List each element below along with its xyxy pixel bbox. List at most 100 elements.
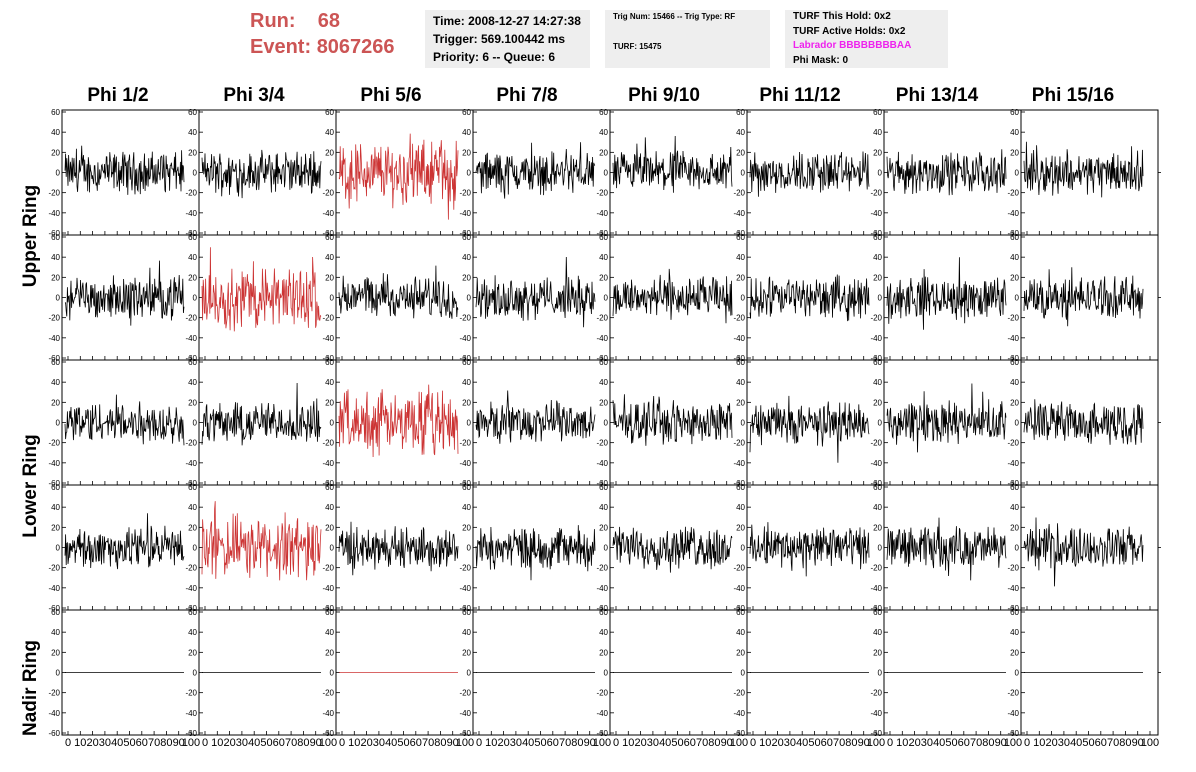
y-tick-label: 0 — [467, 544, 472, 553]
x-tick-label: 50 — [397, 737, 409, 749]
y-tick-label: -20 — [733, 689, 745, 698]
waveform-trace — [1023, 267, 1144, 327]
run-line: Run: 68 — [250, 8, 420, 34]
waveform-trace — [475, 142, 596, 199]
y-tick-label: -40 — [48, 709, 60, 718]
y-tick-label: 40 — [51, 503, 60, 512]
x-tick-label: 0 — [1024, 737, 1030, 749]
y-tick-label: -60 — [596, 604, 608, 613]
y-tick-label: 20 — [51, 273, 60, 282]
y-tick-label: -40 — [459, 584, 471, 593]
x-tick-label: 80 — [571, 737, 583, 749]
y-tick-label: -20 — [733, 314, 745, 323]
x-tick-label: 100 — [456, 737, 474, 749]
y-tick-label: 20 — [462, 398, 471, 407]
y-tick-label: -20 — [48, 689, 60, 698]
y-tick-label: 60 — [462, 608, 471, 617]
y-tick-label: -40 — [185, 709, 197, 718]
y-tick-label: 60 — [188, 233, 197, 242]
y-tick-label: 60 — [599, 108, 608, 117]
y-tick-label: -60 — [870, 354, 882, 363]
x-tick-label: 30 — [1058, 737, 1070, 749]
y-tick-label: 60 — [325, 483, 334, 492]
y-tick-label: -20 — [1007, 189, 1019, 198]
y-tick-label: 60 — [1010, 108, 1019, 117]
x-tick-label: 70 — [559, 737, 571, 749]
x-tick-label: 10 — [759, 737, 771, 749]
y-tick-label: -60 — [1007, 354, 1019, 363]
event-value: 8067266 — [316, 36, 395, 58]
y-tick-label: 0 — [741, 544, 746, 553]
y-tick-label: -40 — [459, 209, 471, 218]
y-tick-label: 0 — [604, 544, 609, 553]
y-tick-label: -60 — [596, 354, 608, 363]
y-tick-label: 40 — [462, 378, 471, 387]
waveform-trace-highlighted — [338, 133, 459, 220]
x-tick-label: 0 — [339, 737, 345, 749]
y-tick-label: 0 — [467, 669, 472, 678]
time-text: Time: 2008-12-27 14:27:38 — [433, 14, 581, 28]
x-tick-label: 60 — [410, 737, 422, 749]
y-tick-label: 40 — [736, 628, 745, 637]
y-tick-label: 60 — [188, 108, 197, 117]
x-tick-label: 10 — [74, 737, 86, 749]
y-tick-label: -20 — [48, 189, 60, 198]
y-tick-label: 20 — [188, 523, 197, 532]
column-header-phi-15-16: Phi 15/16 — [1031, 85, 1115, 106]
y-tick-label: 0 — [467, 169, 472, 178]
y-tick-label: -20 — [185, 314, 197, 323]
y-tick-label: 60 — [51, 358, 60, 367]
x-tick-label: 0 — [750, 737, 756, 749]
y-tick-label: 20 — [51, 398, 60, 407]
y-tick-label: -40 — [733, 209, 745, 218]
y-tick-label: -20 — [870, 564, 882, 573]
y-tick-label: 0 — [330, 544, 335, 553]
y-tick-label: -20 — [459, 564, 471, 573]
y-tick-label: -40 — [1007, 709, 1019, 718]
y-tick-label: -20 — [322, 689, 334, 698]
y-tick-label: 40 — [1010, 628, 1019, 637]
y-tick-label: 0 — [56, 419, 61, 428]
y-tick-label: 0 — [330, 669, 335, 678]
y-tick-label: 40 — [873, 253, 882, 262]
y-tick-label: 20 — [1010, 398, 1019, 407]
y-tick-label: -40 — [322, 584, 334, 593]
x-tick-label: 40 — [522, 737, 534, 749]
run-label: Run: — [250, 10, 296, 32]
y-tick-label: 20 — [188, 148, 197, 157]
y-tick-label: 40 — [736, 128, 745, 137]
y-tick-label: 60 — [873, 108, 882, 117]
x-tick-label: 80 — [297, 737, 309, 749]
y-tick-label: 20 — [599, 148, 608, 157]
x-tick-label: 80 — [1119, 737, 1131, 749]
x-tick-label: 80 — [434, 737, 446, 749]
y-tick-label: 0 — [604, 294, 609, 303]
y-tick-label: 0 — [330, 419, 335, 428]
y-tick-label: 60 — [462, 233, 471, 242]
y-tick-label: -20 — [1007, 439, 1019, 448]
timing-info-box: Time: 2008-12-27 14:27:38 Trigger: 569.1… — [425, 10, 590, 68]
y-tick-label: 60 — [736, 358, 745, 367]
y-tick-label: -40 — [322, 209, 334, 218]
x-tick-label: 90 — [447, 737, 459, 749]
y-tick-label: 40 — [51, 378, 60, 387]
x-tick-label: 90 — [173, 737, 185, 749]
column-header-phi-7-8: Phi 7/8 — [496, 85, 558, 106]
x-tick-label: 0 — [613, 737, 619, 749]
x-tick-label: 100 — [730, 737, 748, 749]
y-tick-label: -60 — [596, 729, 608, 738]
y-tick-label: 40 — [188, 378, 197, 387]
y-tick-label: 40 — [188, 503, 197, 512]
y-tick-label: 40 — [462, 128, 471, 137]
y-tick-label: -40 — [322, 459, 334, 468]
x-tick-label: 70 — [696, 737, 708, 749]
y-tick-label: -60 — [48, 479, 60, 488]
x-tick-label: 80 — [708, 737, 720, 749]
x-tick-label: 50 — [123, 737, 135, 749]
y-tick-label: 20 — [188, 398, 197, 407]
x-tick-label: 90 — [858, 737, 870, 749]
y-tick-label: 20 — [462, 148, 471, 157]
y-tick-label: -20 — [48, 314, 60, 323]
y-tick-label: 0 — [193, 669, 198, 678]
